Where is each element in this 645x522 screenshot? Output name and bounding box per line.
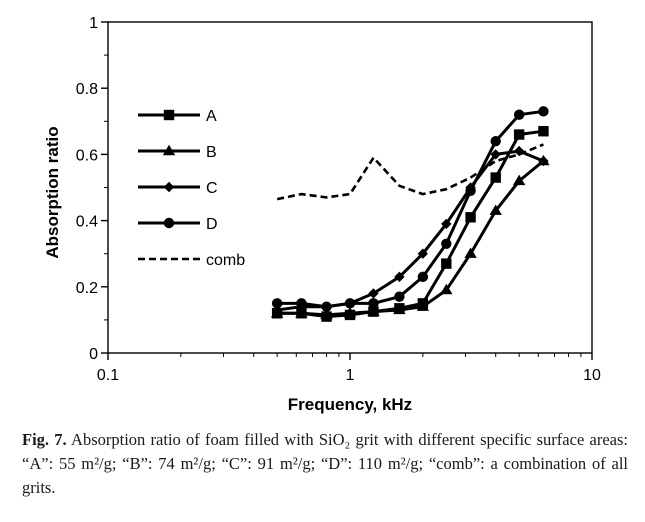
y-tick-label: 0.4 (76, 214, 98, 231)
data-point-b (489, 204, 502, 215)
data-point-c (538, 155, 549, 167)
series-comb (276, 143, 544, 201)
legend-marker-d (163, 217, 175, 229)
data-point-d (538, 106, 549, 117)
series-b (270, 154, 550, 320)
legend-label-a: A (206, 108, 217, 125)
series-d (271, 106, 549, 312)
data-point-b (440, 283, 453, 295)
data-point-a (441, 258, 452, 269)
series-c (271, 145, 549, 316)
axis-ticks: 0 0.2 0.4 0.6 0.8 1 0.1 1 10 (76, 15, 601, 384)
data-point-d (368, 298, 379, 309)
y-tick-label: 0.2 (76, 280, 98, 297)
data-point-d (296, 298, 307, 309)
data-point-c (368, 288, 379, 299)
data-point-b (367, 305, 380, 316)
data-point-a (490, 172, 501, 183)
data-point-b (393, 303, 406, 315)
data-point-a (513, 129, 525, 140)
data-point-a (465, 212, 476, 223)
data-point-d (465, 185, 476, 197)
y-tick-label: 0.8 (76, 81, 98, 98)
data-point-d (417, 271, 429, 283)
data-point-d (394, 291, 405, 302)
data-point-c (417, 248, 429, 259)
y-tick-label: 1 (89, 15, 98, 32)
data-point-b (464, 247, 477, 258)
y-axis-title: Absorption ratio (43, 126, 62, 258)
data-point-b (320, 308, 333, 320)
legend-label-c: C (206, 180, 218, 197)
y-tick-label: 0 (89, 346, 98, 363)
legend-marker-b (162, 144, 176, 156)
data-point-b (512, 174, 526, 186)
legend-label-comb: comb (206, 252, 245, 269)
series-line-d (277, 109, 544, 309)
caption-label: Fig. 7. (22, 430, 67, 449)
y-tick-label: 0.6 (76, 147, 98, 164)
legend-label-d: D (206, 216, 218, 233)
x-tick-label: 10 (583, 367, 601, 384)
caption-text: Absorption ratio of foam filled with SiO… (22, 430, 628, 497)
data-point-d (513, 109, 525, 120)
series-layer (270, 106, 550, 322)
series-line-comb (276, 143, 544, 201)
x-tick-label: 0.1 (97, 367, 119, 384)
legend-label-b: B (206, 144, 217, 161)
data-point-d (344, 298, 356, 309)
data-point-a (538, 126, 549, 137)
series-a (271, 126, 549, 322)
figure-caption: Fig. 7. Absorption ratio of foam filled … (22, 428, 628, 500)
data-point-c (490, 149, 501, 160)
series-line-b (277, 159, 545, 317)
data-point-b (416, 300, 430, 311)
x-axis-title: Frequency, kHz (288, 395, 412, 414)
data-point-d (271, 298, 283, 309)
data-point-d (321, 301, 332, 312)
data-point-d (441, 238, 452, 249)
data-point-d (490, 135, 501, 147)
data-point-c (441, 218, 452, 230)
data-point-b (295, 307, 308, 318)
legend-marker-c (163, 181, 175, 193)
data-point-b (343, 307, 357, 318)
data-point-c (394, 271, 405, 283)
x-tick-label: 1 (346, 367, 355, 384)
legend-marker-a (163, 109, 175, 121)
